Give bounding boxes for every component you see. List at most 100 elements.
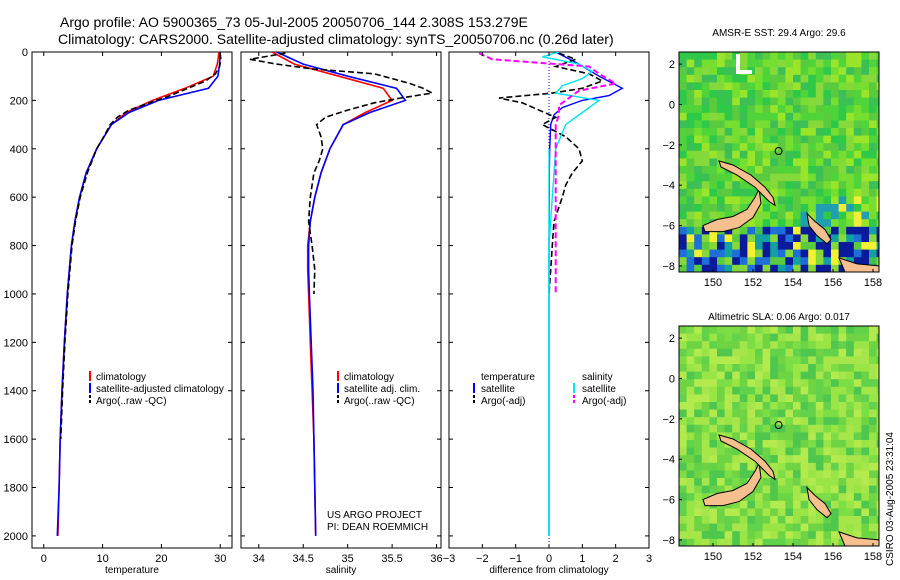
heatmap-cell bbox=[793, 173, 801, 182]
heatmap-cell bbox=[793, 326, 801, 334]
x-tick-label: 36 bbox=[430, 553, 442, 565]
heatmap-cell bbox=[717, 105, 725, 114]
heatmap-cell bbox=[709, 356, 718, 365]
heatmap-cell bbox=[853, 508, 862, 517]
heatmap-cell bbox=[747, 143, 756, 152]
heatmap-cell bbox=[800, 204, 809, 212]
heatmap-cell bbox=[679, 249, 687, 258]
heatmap-cell bbox=[838, 470, 847, 479]
heatmap-cell bbox=[739, 59, 748, 68]
x-tick-label: 2 bbox=[613, 553, 619, 565]
map-x-tick-label: 154 bbox=[784, 551, 802, 563]
heatmap-cell bbox=[701, 128, 710, 136]
heatmap-cell bbox=[694, 478, 703, 486]
heatmap-cell bbox=[800, 135, 809, 144]
heatmap-cell bbox=[846, 204, 855, 212]
heatmap-cell bbox=[808, 196, 817, 205]
heatmap-cell bbox=[777, 485, 786, 494]
heatmap-cell bbox=[853, 52, 862, 60]
heatmap-cell bbox=[762, 417, 771, 426]
heatmap-cell bbox=[679, 531, 687, 540]
heatmap-cell bbox=[808, 249, 817, 258]
heatmap-cell bbox=[838, 143, 847, 152]
heatmap-cell bbox=[785, 188, 794, 197]
heatmap-cell bbox=[747, 371, 756, 380]
heatmap-cell bbox=[762, 226, 771, 235]
heatmap-cell bbox=[694, 462, 703, 471]
heatmap-cell bbox=[831, 379, 839, 388]
heatmap-cell bbox=[846, 409, 855, 418]
heatmap-cell bbox=[686, 409, 695, 418]
heatmap-cell bbox=[869, 120, 877, 129]
heatmap-cell bbox=[793, 409, 801, 418]
heatmap-cell bbox=[861, 447, 870, 456]
heatmap-cell bbox=[709, 424, 718, 433]
heatmap-cell bbox=[823, 462, 832, 471]
heatmap-cell bbox=[800, 234, 809, 243]
heatmap-cell bbox=[732, 173, 741, 182]
heatmap-cell bbox=[800, 257, 809, 266]
heatmap-cell bbox=[724, 74, 733, 83]
heatmap-cell bbox=[869, 105, 877, 114]
heatmap-cell bbox=[831, 52, 839, 60]
heatmap-cell bbox=[755, 173, 763, 182]
heatmap-cell bbox=[869, 112, 877, 121]
heatmap-cell bbox=[861, 379, 870, 388]
heatmap-cell bbox=[686, 158, 695, 167]
heatmap-cell bbox=[823, 59, 832, 68]
heatmap-cell bbox=[701, 379, 710, 388]
heatmap-cell bbox=[853, 188, 862, 197]
heatmap-cell bbox=[755, 219, 763, 228]
heatmap-cell bbox=[785, 90, 794, 98]
heatmap-cell bbox=[755, 74, 763, 83]
map-y-tick-label: 0 bbox=[669, 99, 675, 111]
heatmap-cell bbox=[831, 211, 839, 220]
heatmap-cell bbox=[793, 74, 801, 83]
heatmap-cell bbox=[747, 538, 756, 546]
heatmap-cell bbox=[717, 478, 725, 486]
heatmap-cell bbox=[831, 440, 839, 448]
heatmap-cell bbox=[861, 219, 870, 228]
heatmap-cell bbox=[838, 516, 847, 524]
argo-float-marker bbox=[774, 147, 783, 156]
heatmap-cell bbox=[793, 538, 801, 546]
heatmap-cell bbox=[762, 82, 771, 91]
heatmap-cell bbox=[846, 173, 855, 182]
heatmap-cell bbox=[861, 135, 870, 144]
heatmap-cell bbox=[823, 455, 832, 464]
heatmap-cell bbox=[831, 196, 839, 205]
heatmap-cell bbox=[701, 97, 710, 106]
heatmap-cell bbox=[876, 143, 879, 152]
heatmap-cell bbox=[732, 379, 741, 388]
heatmap-cell bbox=[861, 478, 870, 486]
heatmap-cell bbox=[815, 264, 824, 272]
heatmap-cell bbox=[724, 531, 733, 540]
heatmap-cell bbox=[777, 447, 786, 456]
heatmap-cell bbox=[679, 158, 687, 167]
heatmap-cell bbox=[732, 531, 741, 540]
heatmap-cell bbox=[777, 379, 786, 388]
heatmap-cell bbox=[869, 440, 877, 448]
heatmap-cell bbox=[777, 531, 786, 540]
heatmap-cell bbox=[732, 409, 741, 418]
heatmap-cell bbox=[694, 242, 703, 250]
heatmap-cell bbox=[679, 74, 687, 83]
heatmap-cell bbox=[679, 120, 687, 129]
heatmap-cell bbox=[717, 188, 725, 197]
heatmap-cell bbox=[876, 326, 879, 334]
heatmap-cell bbox=[861, 105, 870, 114]
heatmap-cell bbox=[785, 59, 794, 68]
heatmap-cell bbox=[853, 166, 862, 174]
heatmap-cell bbox=[701, 409, 710, 418]
heatmap-cell bbox=[701, 455, 710, 464]
heatmap-cell bbox=[831, 219, 839, 228]
heatmap-cell bbox=[762, 326, 771, 334]
sla-map-frame bbox=[678, 325, 880, 547]
heatmap-cell bbox=[717, 67, 725, 76]
heatmap-cell bbox=[732, 371, 741, 380]
heatmap-cell bbox=[869, 150, 877, 159]
heatmap-cell bbox=[869, 409, 877, 418]
heatmap-cell bbox=[785, 531, 794, 540]
heatmap-cell bbox=[679, 90, 687, 98]
heatmap-cell bbox=[823, 112, 832, 121]
